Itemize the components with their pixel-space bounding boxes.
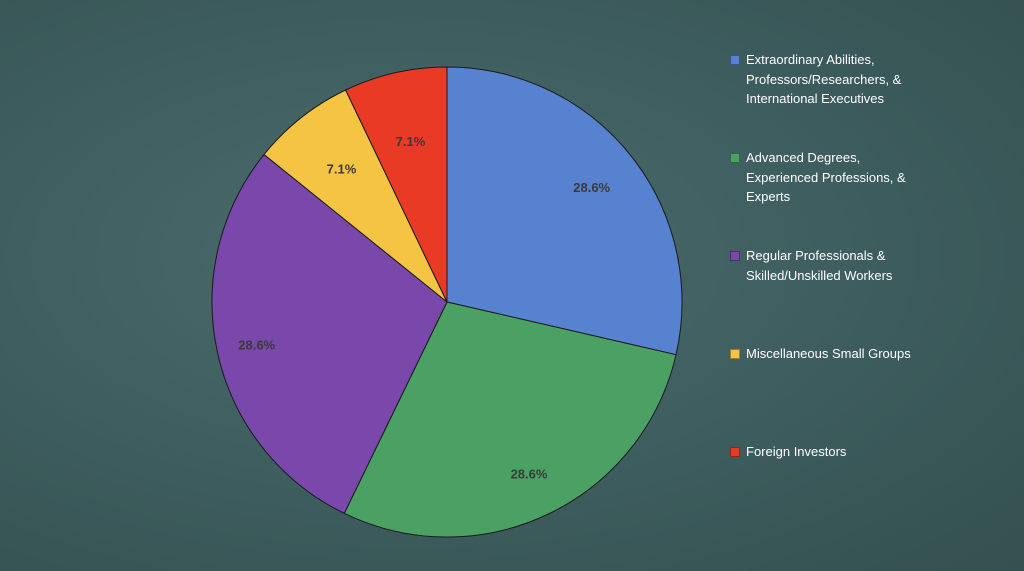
legend-item-2: Advanced Degrees, Experienced Profession…	[730, 148, 916, 207]
legend-label: Advanced Degrees, Experienced Profession…	[746, 150, 906, 204]
pie-slice-4	[263, 89, 448, 303]
legend-label: Miscellaneous Small Groups	[746, 346, 911, 361]
legend-item-5: Foreign Investors	[730, 442, 916, 462]
legend-item-3: Regular Professionals & Skilled/Unskille…	[730, 246, 916, 285]
legend-swatch	[730, 447, 740, 457]
pie-slice-label-4: 7.1%	[327, 162, 357, 177]
pie-slice-label-1: 28.6%	[573, 180, 610, 195]
pie-slice-2	[343, 301, 677, 538]
legend-swatch	[730, 349, 740, 359]
legend-label: Foreign Investors	[746, 444, 847, 459]
pie-slice-3	[211, 153, 448, 515]
legend-swatch	[730, 55, 740, 65]
pie-slice-label-5: 7.1%	[396, 134, 426, 149]
pie-slice-1	[446, 66, 683, 356]
legend-item-4: Miscellaneous Small Groups	[730, 344, 916, 364]
pie-slice-label-3: 28.6%	[238, 338, 275, 353]
pie-slice-label-2: 28.6%	[511, 466, 548, 481]
legend-label: Regular Professionals & Skilled/Unskille…	[746, 248, 893, 283]
legend-item-1: Extraordinary Abilities, Professors/Rese…	[730, 50, 916, 109]
legend-label: Extraordinary Abilities, Professors/Rese…	[746, 52, 902, 106]
legend-swatch	[730, 153, 740, 163]
legend-swatch	[730, 251, 740, 261]
pie-slice-5	[344, 66, 448, 303]
